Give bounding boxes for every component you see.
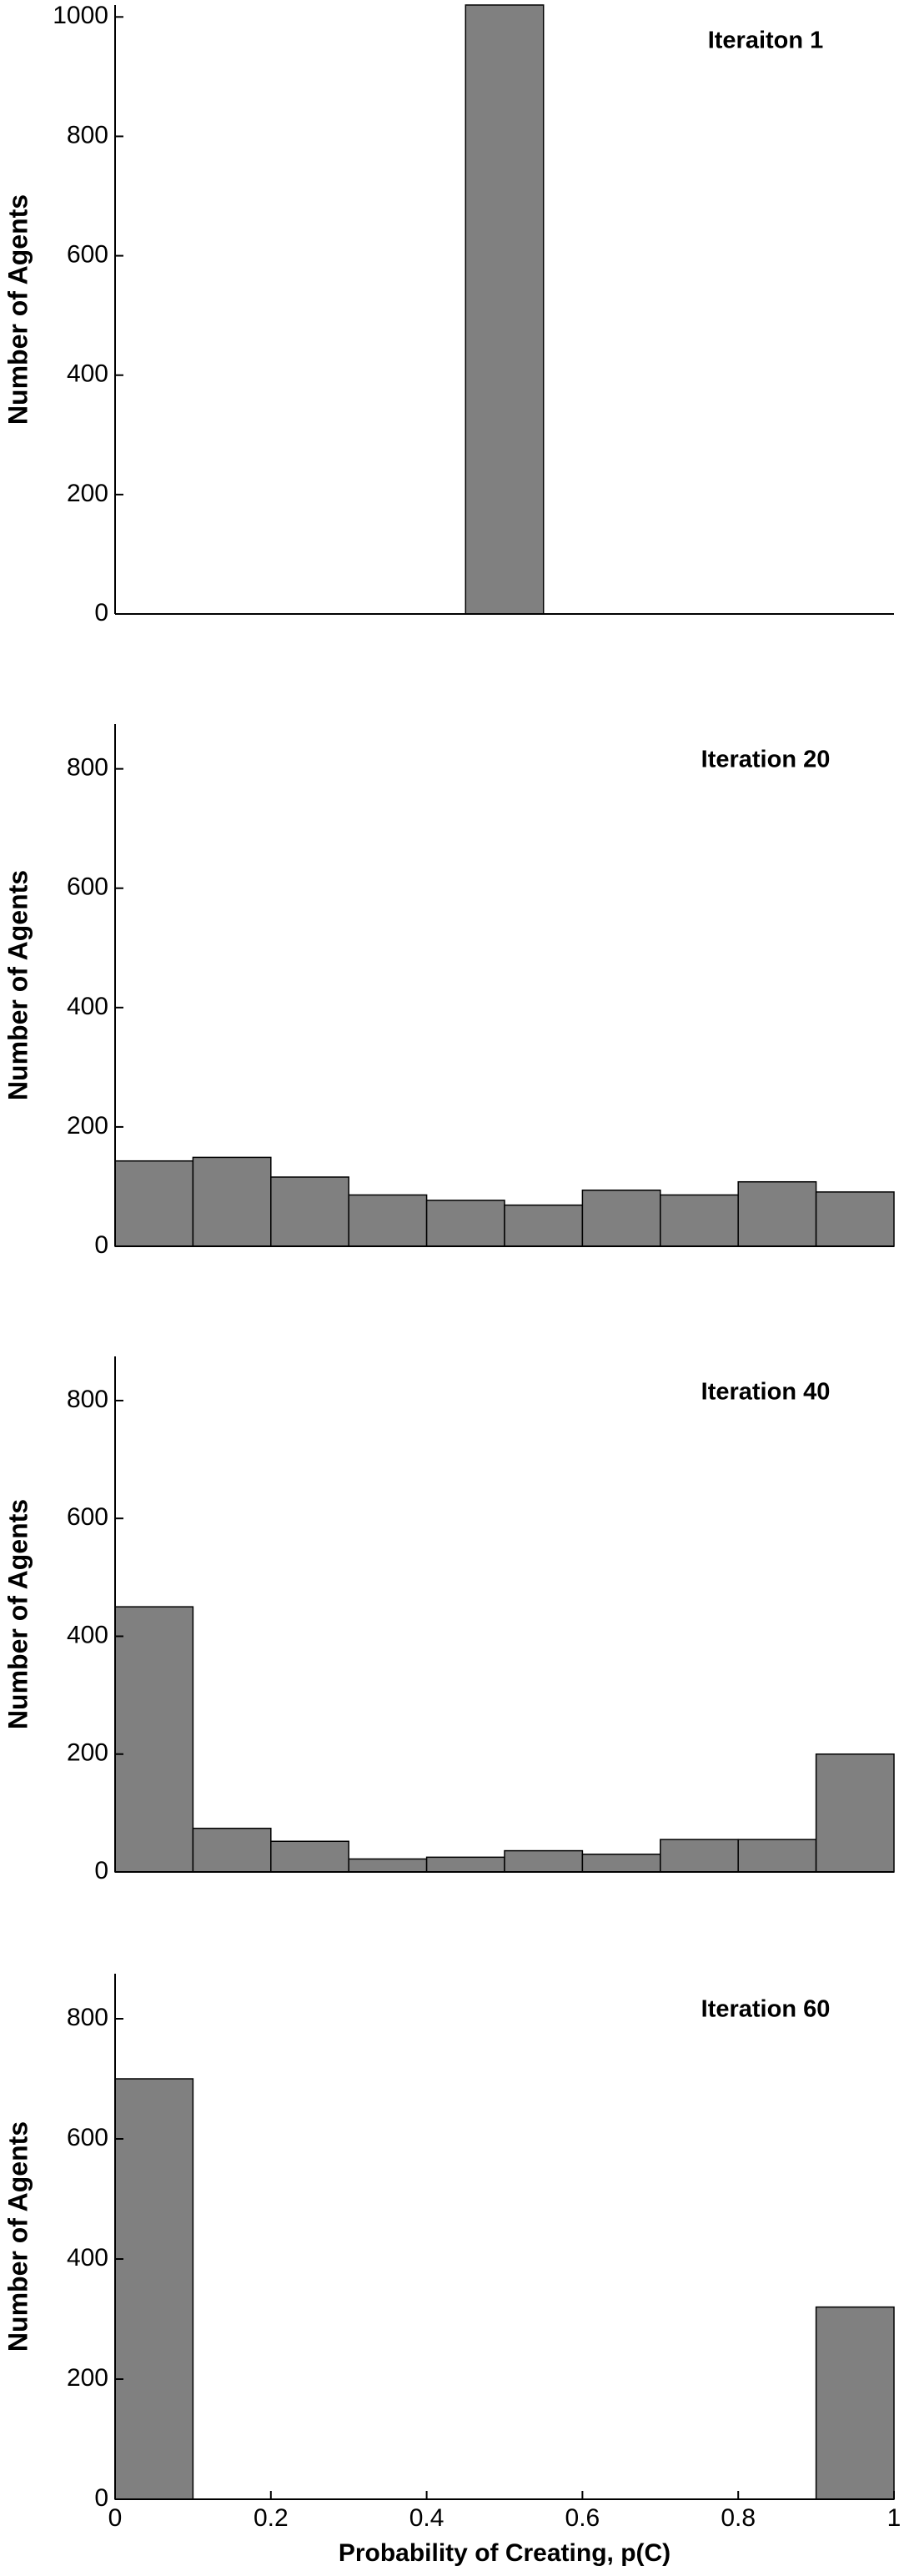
y-tick-label: 600 <box>67 2124 108 2151</box>
y-axis-label: Number of Agents <box>3 2121 33 2352</box>
y-tick-label: 600 <box>67 873 108 901</box>
y-tick-label: 400 <box>67 2244 108 2272</box>
panel-title: Iteration 60 <box>701 1996 831 2023</box>
bar <box>581 1189 661 1247</box>
y-tick-label: 200 <box>67 480 108 507</box>
x-tick-label: 0.8 <box>721 2504 756 2532</box>
y-tick-label: 600 <box>67 241 108 269</box>
panel: 0 200 400 600 800 Iteration 40 Number of Agent… <box>3 1356 895 1884</box>
bar <box>815 1191 895 1247</box>
bar <box>270 1176 349 1247</box>
bar <box>192 1827 272 1873</box>
bar <box>465 4 545 615</box>
y-axis-label: Number of Agents <box>3 194 33 425</box>
bar <box>504 1204 584 1247</box>
panel: 0 200 400 600 800 1000 Iteraiton 1 Number of Ag… <box>3 2 894 626</box>
y-tick-label: 200 <box>67 2364 108 2392</box>
y-tick-label: 400 <box>67 993 108 1020</box>
bar <box>815 1753 895 1873</box>
bar <box>660 1839 739 1873</box>
x-tick-label: 0.6 <box>565 2504 600 2532</box>
panel: 0 200 400 600 800 0 0.2 0.4 0.6 0.8 1 Iteration 60 N… <box>3 1974 901 2567</box>
bar <box>425 1200 505 1247</box>
y-tick-label: 800 <box>67 2004 108 2031</box>
y-tick-label: 800 <box>67 754 108 782</box>
y-tick-label: 400 <box>67 1621 108 1648</box>
y-tick-label: 200 <box>67 1739 108 1767</box>
x-axis-label: Probability of Creating, p(C) <box>339 2539 670 2567</box>
panel-title: Iteraiton 1 <box>708 28 824 54</box>
bar <box>114 1160 194 1247</box>
y-axis-label: Number of Agents <box>3 1499 33 1729</box>
bar <box>504 1849 584 1873</box>
bar <box>425 1856 505 1873</box>
y-tick-label: 0 <box>94 599 108 626</box>
x-tick-label: 0.4 <box>409 2504 444 2532</box>
y-axis-label: Number of Agents <box>3 870 33 1100</box>
bar <box>270 1840 349 1873</box>
bar <box>737 1839 817 1873</box>
y-tick-label: 0 <box>94 1857 108 1884</box>
panel: 0 200 400 600 800 Iteration 20 Number of Agent… <box>3 724 895 1259</box>
x-tick-label: 0.2 <box>254 2504 289 2532</box>
y-tick-label: 1000 <box>53 2 108 29</box>
bar <box>581 1854 661 1873</box>
bar <box>114 1606 194 1873</box>
bar <box>348 1858 428 1873</box>
bar <box>660 1194 739 1247</box>
panel-title: Iteration 40 <box>701 1379 831 1406</box>
y-tick-label: 600 <box>67 1503 108 1531</box>
bar <box>737 1180 817 1247</box>
bar <box>114 2078 194 2500</box>
bar <box>192 1156 272 1247</box>
y-tick-label: 200 <box>67 1112 108 1140</box>
panel-title: Iteration 20 <box>701 747 831 773</box>
x-tick-label: 0 <box>108 2504 123 2532</box>
y-tick-label: 0 <box>94 2484 108 2512</box>
y-tick-label: 800 <box>67 121 108 148</box>
y-tick-label: 400 <box>67 360 108 388</box>
y-tick-label: 800 <box>67 1386 108 1413</box>
x-tick-label: 1 <box>887 2504 901 2532</box>
bar <box>815 2306 895 2500</box>
y-tick-label: 0 <box>94 1231 108 1259</box>
bar <box>348 1194 428 1247</box>
